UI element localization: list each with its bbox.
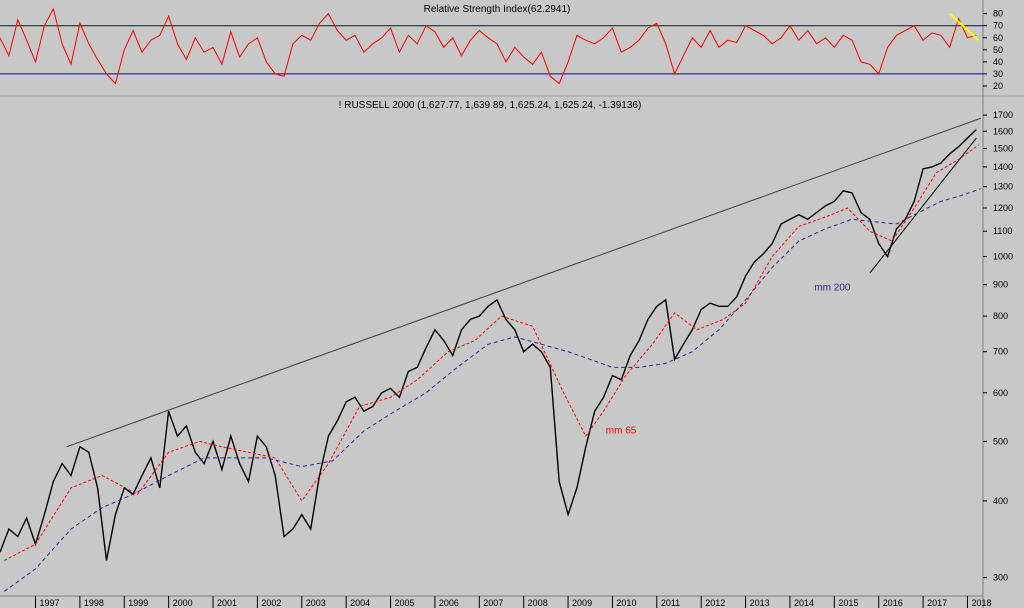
rsi-tick-label: 20 xyxy=(993,81,1003,91)
price-tick-label: 1700 xyxy=(993,110,1013,120)
price-tick-label: 300 xyxy=(993,573,1008,583)
x-tick-label: 2007 xyxy=(483,598,503,608)
rsi-tick-label: 70 xyxy=(993,21,1003,31)
price-tick-label: 700 xyxy=(993,347,1008,357)
rsi-panel: Relative Strength Index(62.2941) 20 30 40 5… xyxy=(0,0,1024,97)
mm65-line xyxy=(4,144,979,561)
price-tick-label: 1500 xyxy=(993,143,1013,153)
x-tick-label: 2013 xyxy=(750,598,770,608)
price-tick-label: 1000 xyxy=(993,252,1013,262)
trendlines xyxy=(66,117,981,448)
x-tick-label: 2016 xyxy=(883,598,903,608)
price-tick-label: 900 xyxy=(993,280,1008,290)
price-y-axis: 300 400 500 600 700 800 900 1000 1100 1200 1300 140… xyxy=(983,110,1013,583)
price-trendline xyxy=(66,117,981,448)
x-tick-label: 2005 xyxy=(395,598,415,608)
rsi-tick-label: 40 xyxy=(993,57,1003,67)
rsi-tick-label: 80 xyxy=(993,9,1003,19)
x-tick-label: 2009 xyxy=(572,598,592,608)
price-tick-label: 600 xyxy=(993,388,1008,398)
x-tick-label: 2006 xyxy=(439,598,459,608)
price-tick-label: 1600 xyxy=(993,126,1013,136)
price-line xyxy=(0,129,977,561)
price-tick-label: 500 xyxy=(993,436,1008,446)
price-tick-label: 1100 xyxy=(993,226,1012,236)
rsi-title: Relative Strength Index(62.2941) xyxy=(424,4,571,15)
x-tick-label: 2000 xyxy=(173,598,193,608)
rsi-tick-label: 50 xyxy=(993,45,1003,55)
x-tick-label: 2002 xyxy=(261,598,281,608)
price-tick-label: 1400 xyxy=(993,162,1013,172)
rsi-levels xyxy=(0,25,983,75)
price-trendline xyxy=(869,137,977,274)
price-title: ! RUSSELL 2000 (1,627.77, 1,639.89, 1,62… xyxy=(339,100,642,111)
x-axis: 1997 1998 1999 2000 2001 2002 2003 2004 2005 2006… xyxy=(35,596,991,608)
price-tick-label: 1200 xyxy=(993,203,1013,213)
x-tick-label: 2017 xyxy=(927,598,947,608)
rsi-line xyxy=(0,7,977,85)
price-tick-label: 400 xyxy=(993,496,1008,506)
rsi-y-axis: 20 30 40 50 60 70 80 xyxy=(983,9,1003,91)
x-tick-label: 2018 xyxy=(971,598,991,608)
annotation-label: mm 65 xyxy=(606,426,637,437)
rsi-trendline xyxy=(949,12,980,41)
x-tick-label: 2004 xyxy=(350,598,370,608)
price-panel: ! RUSSELL 2000 (1,627.77, 1,639.89, 1,62… xyxy=(0,96,1013,608)
x-tick-label: 1998 xyxy=(84,598,104,608)
price-tick-label: 800 xyxy=(993,311,1008,321)
price-series xyxy=(0,129,981,592)
x-tick-label: 2010 xyxy=(616,598,636,608)
x-tick-label: 2014 xyxy=(794,598,814,608)
price-tick-label: 1300 xyxy=(993,182,1013,192)
x-tick-label: 1997 xyxy=(40,598,60,608)
x-tick-label: 2003 xyxy=(306,598,326,608)
x-tick-label: 1999 xyxy=(128,598,148,608)
annotations: mm 65 mm 200 xyxy=(606,283,851,437)
x-tick-label: 2008 xyxy=(528,598,548,608)
x-tick-label: 2012 xyxy=(705,598,725,608)
rsi-tick-label: 30 xyxy=(993,69,1003,79)
mm200-line xyxy=(4,188,981,592)
rsi-tick-label: 60 xyxy=(993,33,1003,43)
x-tick-label: 2015 xyxy=(838,598,858,608)
annotation-label: mm 200 xyxy=(814,283,851,294)
x-tick-label: 2011 xyxy=(661,598,680,608)
x-tick-label: 2001 xyxy=(217,598,237,608)
